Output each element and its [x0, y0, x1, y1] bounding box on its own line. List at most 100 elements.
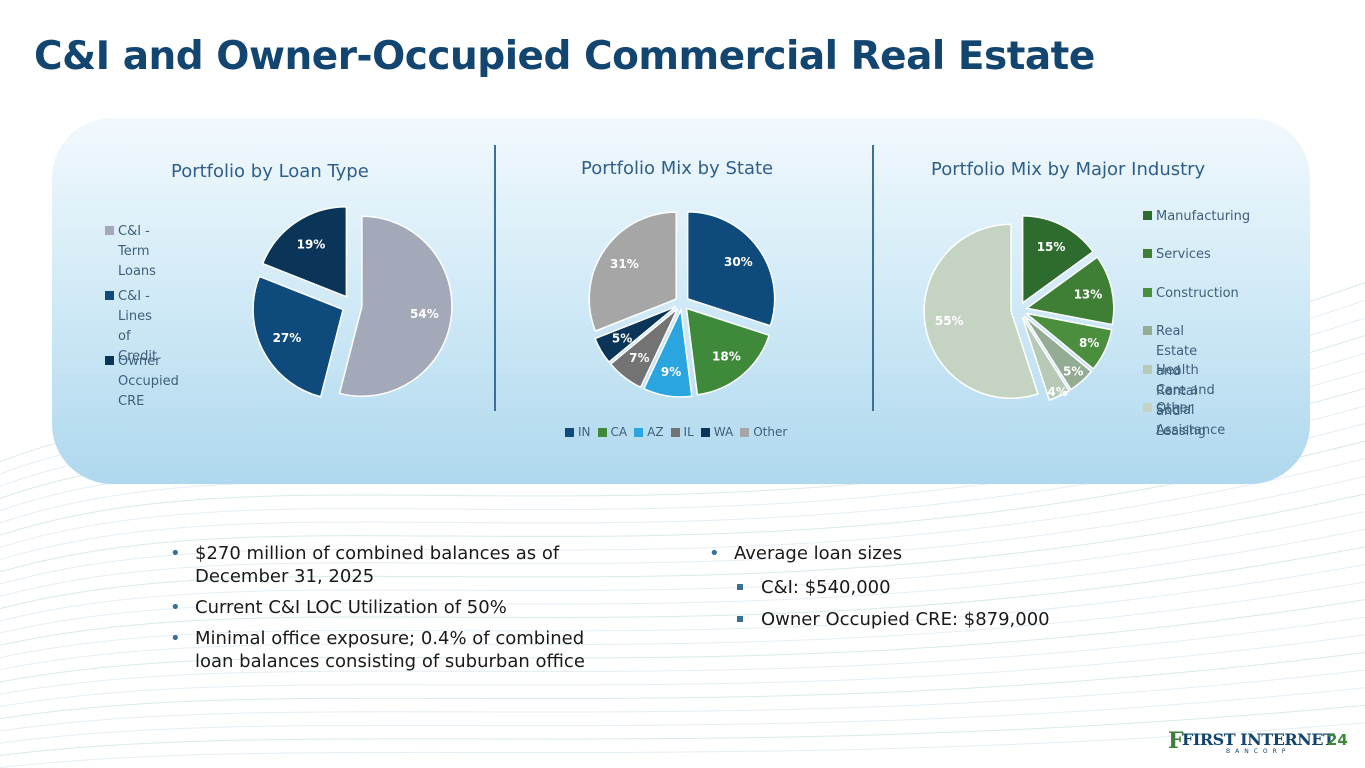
- sub-bullet-owner-occupied: Owner Occupied CRE: $879,000: [709, 608, 1129, 631]
- legend-label: Health Care and: [1156, 363, 1215, 398]
- background-wave-line: [0, 704, 1365, 756]
- legend-state: IN CA AZ IL WA Other: [565, 425, 794, 439]
- pie-slice-wa: [594, 305, 677, 364]
- background-wave-line: [0, 669, 1365, 732]
- legend-label: Social Assistance: [1156, 403, 1226, 438]
- pie-slice-other: [923, 223, 1039, 399]
- pie-slice-manufacturing: [1021, 215, 1095, 305]
- pie-slice-c-i-lines-of-credit: [252, 275, 344, 398]
- legend-label: Services: [1156, 247, 1211, 262]
- background-wave-line: [0, 651, 1365, 720]
- pie-label: 19%: [297, 238, 326, 252]
- pie-label: 18%: [712, 350, 741, 364]
- pie-slice-il: [609, 307, 679, 389]
- bullet-list-left: $270 million of combined balances as ofD…: [170, 542, 650, 681]
- legend-label: Loans: [118, 264, 156, 279]
- pie-label: 15%: [1037, 240, 1066, 254]
- pie-slice-other: [588, 211, 677, 333]
- legend-label: WA: [713, 425, 734, 439]
- pie-label: 5%: [1063, 364, 1083, 378]
- legend-swatch: [1143, 249, 1152, 258]
- legend-label: Owner: [118, 354, 161, 369]
- background-wave-line: [0, 634, 1365, 708]
- pie-label: 5%: [612, 331, 632, 345]
- legend-label: IN: [578, 425, 591, 439]
- background-wave-line: [0, 722, 1365, 768]
- bullet-loc-utilization: Current C&I LOC Utilization of 50%: [170, 596, 650, 619]
- legend-swatch: [700, 427, 710, 437]
- background-wave-line: [0, 440, 1365, 573]
- pie-label: 8%: [1079, 336, 1099, 350]
- legend-item-in: IN: [565, 425, 591, 439]
- legend-swatch: [670, 427, 680, 437]
- legend-label: Rental and Leasing: [1156, 384, 1206, 439]
- pie-label: 27%: [273, 331, 302, 345]
- pie-slice-construction: [1025, 312, 1113, 370]
- bullet-combined-balances: $270 million of combined balances as ofD…: [170, 542, 650, 588]
- legend-item-az: AZ: [634, 425, 664, 439]
- bullet-office-exposure: Minimal office exposure; 0.4% of combine…: [170, 627, 650, 673]
- legend-item-lines-of-credit: C&I - Lines of Credit: [105, 287, 157, 367]
- legend-item-health-care: Health Care and Social Assistance: [1143, 361, 1225, 441]
- pie-label: 13%: [1074, 288, 1103, 302]
- legend-label: Occupied CRE: [118, 374, 179, 409]
- pie-slice-owner-occupied-cre: [261, 205, 348, 298]
- pie-slice-health-care-and-social-assistance: [1021, 316, 1071, 401]
- company-logo: F FIRST INTERNET BANCORP: [1168, 726, 1335, 756]
- pie-slice-real-estate-and-rental-and-leasing: [1023, 315, 1093, 391]
- legend-swatch: [634, 427, 644, 437]
- logo-name: FIRST INTERNET: [1182, 730, 1335, 749]
- chart-title-industry: Portfolio Mix by Major Industry: [931, 159, 1206, 180]
- legend-label: Other: [753, 425, 788, 439]
- pie-label: 55%: [935, 314, 964, 328]
- legend-label: AZ: [647, 425, 664, 439]
- legend-item-other: Other: [740, 425, 787, 439]
- pie-label: 7%: [629, 351, 649, 365]
- legend-label: Manufacturing: [1156, 209, 1251, 224]
- legend-label: Other: [1156, 401, 1193, 416]
- legend-label: IL: [683, 425, 694, 439]
- legend-item-il: IL: [670, 425, 694, 439]
- pie-label: 31%: [610, 257, 639, 271]
- pie-label: 9%: [661, 365, 681, 379]
- legend-item-manufacturing: Manufacturing: [1143, 207, 1250, 227]
- legend-swatch: [105, 226, 114, 235]
- legend-item-real-estate: Real Estate and Rental and Leasing: [1143, 322, 1206, 442]
- legend-swatch: [597, 427, 607, 437]
- bullet-average-loan-sizes: Average loan sizes: [709, 542, 1129, 565]
- legend-item-services: Services: [1143, 245, 1211, 265]
- pie-slice-c-i-term-loans: [338, 215, 453, 397]
- legend-label: CA: [610, 425, 628, 439]
- pie-slice-services: [1024, 256, 1115, 326]
- legend-swatch: [1143, 365, 1152, 374]
- legend-swatch: [1143, 288, 1152, 297]
- legend-item-wa: WA: [700, 425, 734, 439]
- pie-slice-az: [642, 307, 693, 398]
- legend-label: Credit: [118, 349, 158, 364]
- legend-swatch: [1143, 403, 1152, 412]
- legend-swatch: [565, 427, 574, 437]
- page-title: C&I and Owner-Occupied Commercial Real E…: [34, 34, 1095, 79]
- logo-sub: BANCORP: [1226, 748, 1291, 755]
- sub-bullet-ci: C&I: $540,000: [709, 576, 1129, 599]
- bullet-list-right: Average loan sizes C&I: $540,000 Owner O…: [709, 542, 1129, 640]
- legend-swatch: [740, 427, 750, 437]
- legend-item-owner-occupied: Owner Occupied CRE: [105, 352, 179, 412]
- chart-divider-2: [872, 145, 874, 411]
- legend-swatch: [1143, 211, 1152, 220]
- legend-item-other-industry: Other: [1143, 399, 1193, 419]
- legend-item-construction: Construction: [1143, 284, 1239, 304]
- pie-label: 30%: [724, 255, 753, 269]
- legend-swatch: [105, 356, 114, 365]
- legend-item-term-loans: C&I - Term Loans: [105, 222, 156, 282]
- chart-title-state: Portfolio Mix by State: [581, 158, 774, 179]
- background-wave-line: [0, 687, 1365, 744]
- legend-label: Real Estate and: [1156, 324, 1198, 379]
- legend-swatch: [105, 291, 114, 300]
- legend-label: Construction: [1156, 286, 1239, 301]
- legend-label: C&I - Term: [118, 224, 150, 259]
- pie-slice-ca: [685, 307, 771, 396]
- pie-slice-in: [686, 211, 776, 327]
- legend-item-ca: CA: [597, 425, 628, 439]
- legend-label: C&I - Lines of: [118, 289, 152, 344]
